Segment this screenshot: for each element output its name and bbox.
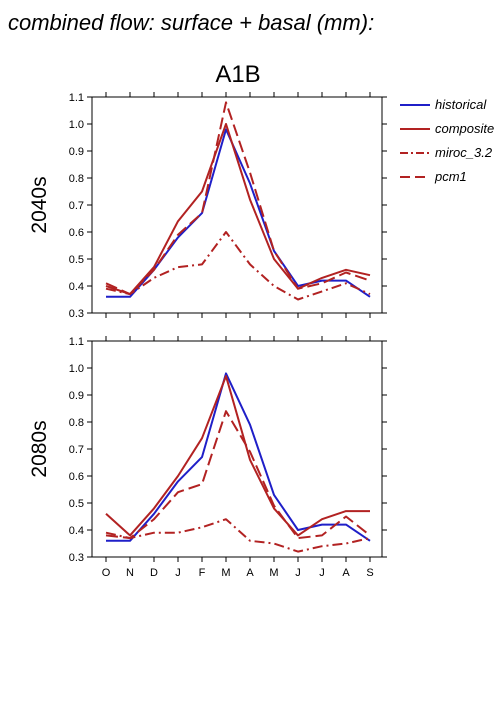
y-tick-label: 1.0 [69, 119, 84, 131]
series-line-miroc_3.2 [105, 518, 371, 553]
y-tick-label: 0.9 [69, 390, 84, 402]
legend-entry-composite: composite [400, 121, 494, 136]
series-line-pcm1 [105, 101, 371, 296]
x-tick-label: J [319, 567, 325, 579]
series-line-composite [105, 123, 371, 296]
y-tick-label: 0.8 [69, 417, 84, 429]
y-tick-label: 0.6 [69, 471, 84, 483]
y-tick-label: 0.8 [69, 173, 84, 185]
y-tick-label: 0.7 [69, 200, 84, 212]
y-tick-label: 0.4 [69, 525, 84, 537]
series-line-miroc_3.2 [105, 231, 371, 301]
legend-label: pcm1 [434, 169, 467, 184]
y-tick-label: 0.4 [69, 281, 84, 293]
y-tick-label: 0.5 [69, 254, 84, 266]
x-tick-label: N [126, 567, 134, 579]
y-axis-label: 2080s [28, 420, 51, 477]
legend-label: miroc_3.2 [435, 145, 493, 160]
legend-label: historical [435, 97, 487, 112]
x-tick-label: J [295, 567, 301, 579]
y-tick-label: 0.3 [69, 308, 84, 320]
series-line-pcm1 [105, 410, 371, 540]
x-tick-label: F [199, 567, 206, 579]
x-tick-label: M [221, 567, 230, 579]
y-axis-label: 2040s [28, 176, 51, 233]
x-tick-label: M [269, 567, 278, 579]
y-tick-label: 1.1 [69, 92, 84, 104]
y-tick-label: 1.0 [69, 363, 84, 375]
y-tick-label: 1.1 [69, 336, 84, 348]
legend-entry-pcm1: pcm1 [400, 169, 467, 184]
legend-entry-miroc_3.2: miroc_3.2 [400, 145, 493, 160]
legend: historical composite miroc_3.2 pcm1 [400, 97, 494, 184]
legend-entry-historical: historical [400, 97, 487, 112]
panels-layer: 0.30.40.50.60.70.80.91.01.12040s0.30.40.… [28, 92, 387, 579]
x-tick-label: S [366, 567, 373, 579]
y-tick-label: 0.3 [69, 552, 84, 564]
x-tick-label: A [342, 567, 350, 579]
y-tick-label: 0.7 [69, 444, 84, 456]
x-tick-label: D [150, 567, 158, 579]
panel-2040s: 0.3 0.4 0.5 0.6 0.7 0.8 0.9 1.0 1.1 2040s [28, 92, 387, 320]
figure-title: combined flow: surface + basal (mm): [8, 10, 374, 35]
panel-2080s: 0.3 0.4 0.5 0.6 0.7 0.8 0.9 1.0 1.1 O N D J F M A M J J A S 2… [28, 336, 387, 579]
y-tick-label: 0.6 [69, 227, 84, 239]
series-line-historical [106, 372, 371, 542]
legend-label: composite [435, 121, 494, 136]
y-tick-label: 0.9 [69, 146, 84, 158]
scenario-title: A1B [215, 61, 260, 88]
series-line-composite [105, 375, 370, 537]
y-tick-label: 0.5 [69, 498, 84, 510]
x-tick-label: O [102, 567, 111, 579]
x-tick-label: J [175, 567, 181, 579]
series-line-historical [106, 128, 371, 298]
x-tick-label: A [246, 567, 254, 579]
